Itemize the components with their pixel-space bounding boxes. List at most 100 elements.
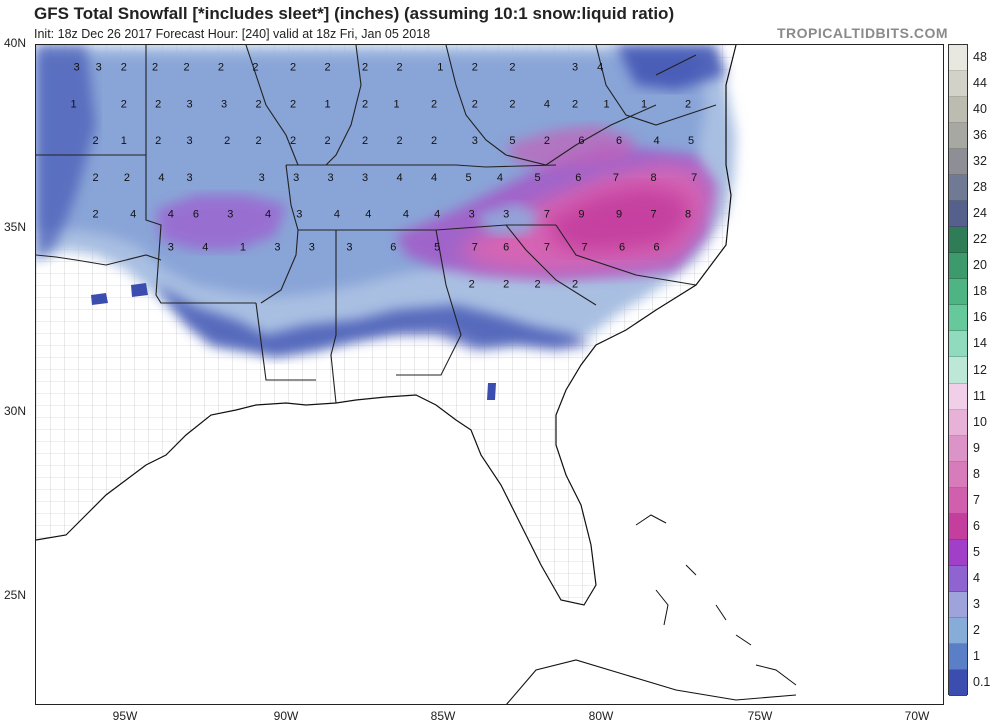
snowfall-value: 2 bbox=[544, 135, 550, 147]
colorbar-label: 36 bbox=[973, 128, 987, 143]
snowfall-value: 1 bbox=[603, 98, 609, 110]
snowfall-value: 6 bbox=[575, 172, 581, 184]
snowfall-value: 2 bbox=[472, 98, 478, 110]
snowfall-value: 2 bbox=[431, 135, 437, 147]
snowfall-value: 3 bbox=[469, 209, 475, 221]
snowfall-value: 2 bbox=[534, 278, 540, 290]
colorbar-label: 22 bbox=[973, 232, 987, 247]
lat-label-40n: 40N bbox=[4, 36, 27, 50]
snowfall-value: 2 bbox=[121, 62, 127, 74]
snowfall-value: 2 bbox=[93, 135, 99, 147]
snowfall-value: 6 bbox=[619, 242, 625, 254]
colorbar-label: 11 bbox=[973, 388, 986, 403]
colorbar-swatch bbox=[949, 331, 967, 358]
snowfall-value: 2 bbox=[290, 135, 296, 147]
snowfall-value: 7 bbox=[650, 209, 656, 221]
colorbar-swatch bbox=[949, 227, 967, 254]
snowfall-value: 4 bbox=[544, 98, 550, 110]
snowfall-value: 4 bbox=[597, 62, 603, 74]
snowfall-value: 1 bbox=[71, 98, 77, 110]
snowfall-value: 6 bbox=[654, 242, 660, 254]
snowfall-value: 2 bbox=[155, 98, 161, 110]
colorbar-swatch bbox=[949, 149, 967, 176]
colorbar-label: 48 bbox=[973, 50, 987, 65]
lat-label-25n: 25N bbox=[4, 588, 27, 602]
colorbar-label: 14 bbox=[973, 336, 987, 351]
snowfall-value: 4 bbox=[397, 172, 403, 184]
colorbar-label: 28 bbox=[973, 180, 987, 195]
snowfall-value: 4 bbox=[403, 209, 409, 221]
colorbar-label: 32 bbox=[973, 154, 987, 169]
snowfall-value: 2 bbox=[255, 98, 261, 110]
snowfall-value: 3 bbox=[168, 242, 174, 254]
colorbar-swatch bbox=[949, 175, 967, 202]
state-boundaries bbox=[36, 45, 717, 404]
snowfall-value-labels: 3 3 2 2 2 2 2 2 2 2 2 1 2 2 3 4 1 2 2 3 3 2 2 1 2 1 2 2 2 4 2 1 1 2 2 1 2 3 2 2… bbox=[71, 62, 698, 291]
snowfall-value: 3 bbox=[259, 172, 265, 184]
snowfall-value: 4 bbox=[431, 172, 437, 184]
snowfall-value: 8 bbox=[685, 209, 691, 221]
colorbar-swatch bbox=[949, 617, 967, 644]
snowfall-value: 2 bbox=[431, 98, 437, 110]
snowfall-value: 7 bbox=[544, 242, 550, 254]
colorbar-swatch bbox=[949, 435, 967, 462]
snowfall-value: 2 bbox=[469, 278, 475, 290]
colorbar-label: 1 bbox=[973, 648, 980, 663]
snowfall-value: 2 bbox=[155, 135, 161, 147]
chart-title: GFS Total Snowfall [*includes sleet*] (i… bbox=[34, 4, 675, 23]
snowfall-value: 3 bbox=[187, 172, 193, 184]
map-canvas: 3 3 2 2 2 2 2 2 2 2 2 1 2 2 3 4 1 2 2 3 3 2 2 1 2 1 2 2 2 4 2 1 1 2 2 1 2 3 2 2… bbox=[36, 45, 943, 704]
snowfall-value: 7 bbox=[544, 209, 550, 221]
snowfall-value: 2 bbox=[472, 62, 478, 74]
snowfall-value: 2 bbox=[362, 98, 368, 110]
snowfall-value: 4 bbox=[497, 172, 503, 184]
snowfall-value: 2 bbox=[124, 172, 130, 184]
snowfall-value: 2 bbox=[503, 278, 509, 290]
snowfall-value: 5 bbox=[466, 172, 472, 184]
colorbar-label: 7 bbox=[973, 492, 980, 507]
colorbar-swatch bbox=[949, 565, 967, 592]
snowfall-value: 5 bbox=[534, 172, 540, 184]
colorbar-label: 6 bbox=[973, 518, 980, 533]
snowfall-value: 2 bbox=[152, 62, 158, 74]
colorbar-label: 3 bbox=[973, 596, 980, 611]
lon-label-70w: 70W bbox=[904, 709, 930, 723]
snowfall-value: 6 bbox=[193, 209, 199, 221]
colorbar-label: 4 bbox=[973, 570, 980, 585]
snowfall-value: 3 bbox=[187, 135, 193, 147]
snowfall-value: 2 bbox=[290, 62, 296, 74]
lon-label-85w: 85W bbox=[430, 709, 456, 723]
snowfall-value: 3 bbox=[503, 209, 509, 221]
colorbar-label: 18 bbox=[973, 284, 987, 299]
lon-label-90w: 90W bbox=[273, 709, 299, 723]
snowfall-value: 6 bbox=[503, 242, 509, 254]
colorbar-swatch bbox=[949, 383, 967, 410]
colorbar-swatch bbox=[949, 591, 967, 618]
snow-edge-west bbox=[36, 45, 96, 260]
snowfall-value: 2 bbox=[572, 278, 578, 290]
snowfall-value: 2 bbox=[324, 62, 330, 74]
colorbar-swatch bbox=[949, 513, 967, 540]
snowfall-value: 7 bbox=[472, 242, 478, 254]
colorbar-swatch bbox=[949, 97, 967, 124]
colorbar-swatch bbox=[949, 539, 967, 566]
colorbar-swatch bbox=[949, 643, 967, 670]
snowfall-value: 4 bbox=[168, 209, 174, 221]
snowfall-value: 4 bbox=[202, 242, 208, 254]
chart-subtitle: Init: 18z Dec 26 2017 Forecast Hour: [24… bbox=[34, 27, 431, 41]
snowfall-value: 1 bbox=[240, 242, 246, 254]
snow-light-pocket bbox=[476, 203, 541, 235]
colorbar-swatch bbox=[949, 201, 967, 228]
snowfall-value: 4 bbox=[265, 209, 271, 221]
snow-core-deep bbox=[546, 185, 691, 253]
snow-patch-tx bbox=[91, 293, 108, 305]
snowfall-value: 2 bbox=[509, 62, 515, 74]
snowfall-value: 2 bbox=[255, 135, 261, 147]
snowfall-value: 2 bbox=[93, 172, 99, 184]
colorbar-label: 9 bbox=[973, 440, 980, 455]
snowfall-value: 3 bbox=[362, 172, 368, 184]
colorbar-swatch bbox=[949, 253, 967, 280]
snowfall-map: 3 3 2 2 2 2 2 2 2 2 2 1 2 2 3 4 1 2 2 3 3 2 2 1 2 1 2 2 2 4 2 1 1 2 2 1 2 3 2 2… bbox=[35, 44, 944, 705]
snowfall-value: 2 bbox=[290, 98, 296, 110]
snowfall-value: 2 bbox=[324, 135, 330, 147]
